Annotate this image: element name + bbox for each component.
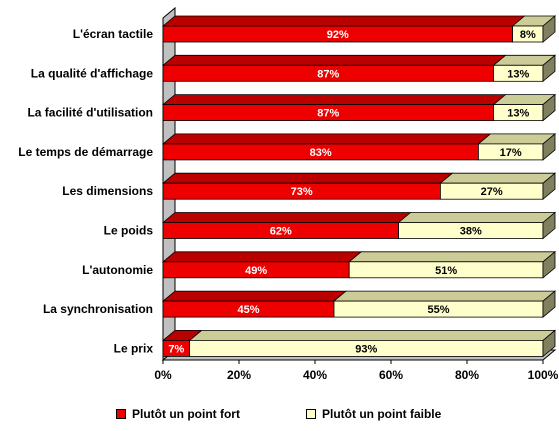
bar-segment-top <box>188 329 557 341</box>
data-label: 87% <box>317 68 339 80</box>
category-label: L'autonomie <box>82 263 153 277</box>
bar-segment-top <box>161 290 348 302</box>
data-label: 45% <box>237 304 259 316</box>
legend-swatch-weakness <box>306 409 316 419</box>
category-label: Le poids <box>104 224 154 238</box>
bar-segment-top <box>161 133 492 145</box>
data-label: 7% <box>168 343 184 355</box>
data-label: 13% <box>507 68 529 80</box>
category-label: L'écran tactile <box>73 27 154 41</box>
legend-item-strength: Plutôt un point fort <box>116 407 240 421</box>
legend-label-weakness: Plutôt un point faible <box>322 407 442 421</box>
bar-segment-side <box>542 93 556 122</box>
data-label: 51% <box>435 265 457 277</box>
category-label: La facilité d'utilisation <box>27 106 153 120</box>
data-label: 38% <box>460 226 482 238</box>
data-label: 17% <box>500 147 522 159</box>
bar-segment-top <box>161 54 507 66</box>
legend-swatch-strength <box>116 409 126 419</box>
bar-segment-top <box>397 212 557 223</box>
bar-segment-top <box>161 212 412 223</box>
bar-segment-side <box>542 133 556 161</box>
x-tick-label: 80% <box>455 368 479 382</box>
data-label: 27% <box>481 186 503 198</box>
bar-segment-side <box>542 211 556 240</box>
x-tick-label: 0% <box>154 368 172 382</box>
bar-segment-top <box>477 133 557 145</box>
data-label: 83% <box>310 147 332 159</box>
category-label: Le prix <box>114 341 154 355</box>
data-label: 62% <box>270 226 292 238</box>
bar-segment-side <box>542 172 556 201</box>
bar-segment-side <box>542 329 556 358</box>
legend-label-strength: Plutôt un point fort <box>132 407 240 421</box>
bar-segment-top <box>161 251 363 263</box>
x-tick-label: 60% <box>379 368 403 382</box>
legend-item-weakness: Plutôt un point faible <box>306 407 441 421</box>
bar-segment-side <box>542 15 556 43</box>
bar-segment-top <box>161 15 526 27</box>
bar-segment-side <box>542 290 556 318</box>
x-tick-label: 100% <box>528 368 559 382</box>
data-label: 73% <box>291 186 313 198</box>
bar-segment-side <box>542 54 556 83</box>
bar-segment-top <box>161 172 454 184</box>
bar-segment-top <box>332 290 557 302</box>
bar-segment-side <box>542 250 556 279</box>
x-tick-label: 40% <box>303 368 327 382</box>
data-label: 92% <box>327 29 349 41</box>
bar-segment-top <box>348 251 557 263</box>
bar-segment-top <box>161 94 507 105</box>
data-label: 87% <box>317 108 339 120</box>
category-label: La synchronisation <box>43 302 153 316</box>
data-label: 8% <box>520 29 536 41</box>
data-label: 93% <box>355 343 377 355</box>
data-label: 49% <box>245 265 267 277</box>
category-label: Les dimensions <box>62 184 153 198</box>
data-label: 13% <box>507 108 529 120</box>
category-label: La qualité d'affichage <box>31 66 154 80</box>
bar-segment-top <box>439 172 557 184</box>
category-label: Le temps de démarrage <box>18 145 153 159</box>
data-label: 55% <box>427 304 449 316</box>
x-tick-label: 20% <box>227 368 251 382</box>
